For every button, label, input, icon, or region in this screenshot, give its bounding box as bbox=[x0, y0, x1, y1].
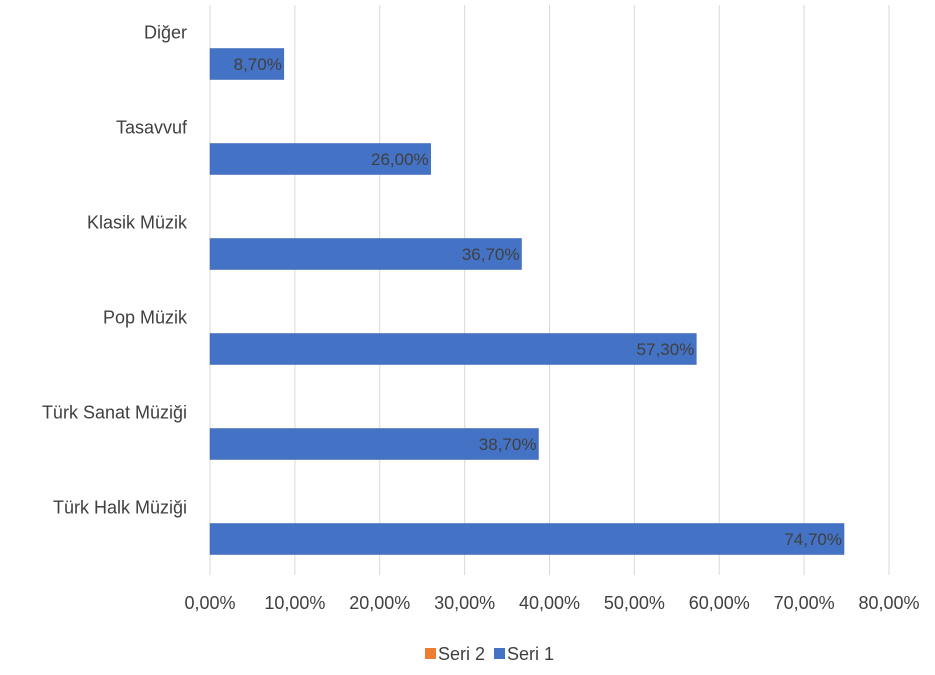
x-tick-label: 50,00% bbox=[604, 593, 665, 613]
category-label: Pop Müzik bbox=[103, 308, 188, 328]
bar bbox=[209, 333, 697, 365]
x-tick-label: 60,00% bbox=[689, 593, 750, 613]
category-label: Türk Halk Müziği bbox=[53, 498, 187, 518]
x-tick-label: 30,00% bbox=[434, 593, 495, 613]
category-label: Türk Sanat Müziği bbox=[42, 403, 187, 423]
data-label: 38,70% bbox=[479, 435, 537, 454]
x-tick-label: 70,00% bbox=[774, 593, 835, 613]
category-label: Diğer bbox=[144, 23, 187, 43]
legend-swatch bbox=[494, 648, 505, 659]
category-label: Klasik Müzik bbox=[87, 213, 188, 233]
bar bbox=[209, 238, 522, 270]
data-label: 36,70% bbox=[462, 245, 520, 264]
x-tick-label: 0,00% bbox=[184, 593, 235, 613]
x-axis-tick-labels: 0,00% 10,00% 20,00% 30,00% 40,00% 50,00% 60,00… bbox=[184, 593, 919, 613]
x-tick-label: 20,00% bbox=[349, 593, 410, 613]
gridlines bbox=[209, 5, 890, 575]
data-label: 8,70% bbox=[234, 55, 282, 74]
data-label: 74,70% bbox=[784, 530, 842, 549]
bar bbox=[209, 48, 285, 80]
bar bbox=[209, 143, 431, 175]
legend: Seri 2 Seri 1 bbox=[425, 644, 554, 664]
legend-label: Seri 1 bbox=[507, 644, 554, 664]
category-label: Tasavvuf bbox=[116, 118, 188, 138]
x-tick-label: 10,00% bbox=[264, 593, 325, 613]
legend-label: Seri 2 bbox=[438, 644, 485, 664]
bar bbox=[209, 428, 539, 460]
legend-swatch bbox=[425, 648, 436, 659]
data-label: 57,30% bbox=[637, 340, 695, 359]
bars: 74,70% 38,70% 57,30% 36,70% 26,00% 8,70% bbox=[209, 48, 845, 555]
x-tick-label: 40,00% bbox=[519, 593, 580, 613]
x-tick-label: 80,00% bbox=[858, 593, 919, 613]
category-labels: Türk Halk Müziği Türk Sanat Müziği Pop Müz… bbox=[42, 23, 188, 518]
bar bbox=[209, 523, 845, 555]
data-label: 26,00% bbox=[371, 150, 429, 169]
